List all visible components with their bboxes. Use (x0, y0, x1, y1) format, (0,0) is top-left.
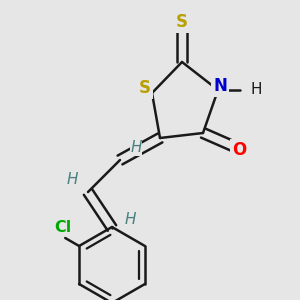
Text: S: S (176, 13, 188, 31)
Text: S: S (139, 79, 151, 97)
Text: N: N (213, 77, 227, 95)
Text: H: H (124, 212, 136, 227)
Text: O: O (232, 141, 246, 159)
Text: H: H (130, 140, 142, 155)
Text: Cl: Cl (55, 220, 72, 235)
Text: H: H (250, 82, 262, 98)
Text: H: H (66, 172, 78, 188)
